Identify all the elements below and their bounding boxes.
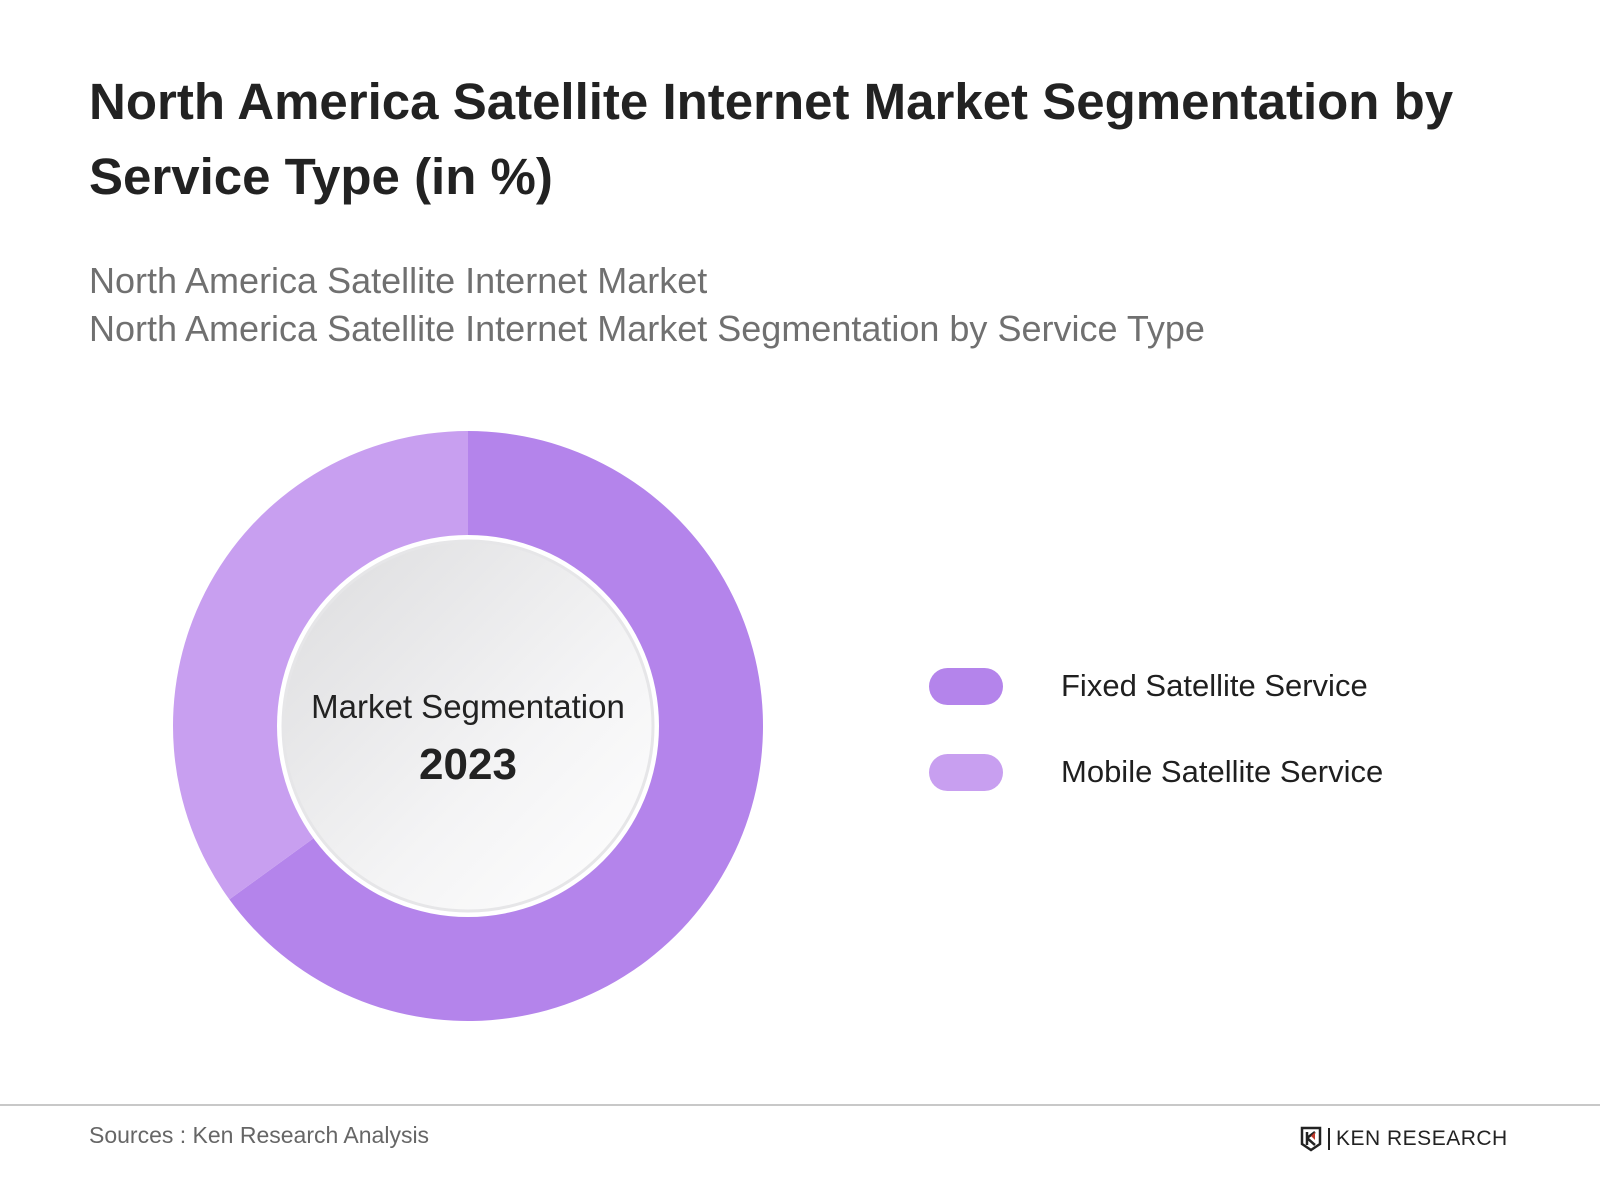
ken-research-logo: KEN RESEARCH — [1300, 1126, 1508, 1152]
legend-swatch — [929, 753, 1003, 791]
footer-divider — [0, 1104, 1600, 1106]
subtitle-line-1: North America Satellite Internet Market — [89, 260, 708, 301]
logo-divider — [1328, 1128, 1330, 1150]
subtitle-line-2: North America Satellite Internet Market … — [89, 308, 1205, 349]
legend-item-fixed: Fixed Satellite Service — [929, 666, 1368, 706]
source-note: Sources : Ken Research Analysis — [89, 1122, 430, 1148]
logo-text: KEN RESEARCH — [1336, 1127, 1508, 1150]
donut-hole — [281, 539, 655, 913]
center-value: 2023 — [419, 740, 517, 789]
legend-item-mobile: Mobile Satellite Service — [929, 752, 1383, 792]
legend-label: Fixed Satellite Service — [1061, 668, 1368, 703]
logo-shield-icon — [1300, 1126, 1322, 1152]
legend-swatch — [929, 667, 1003, 705]
chart-title: North America Satellite Internet Market … — [89, 73, 1454, 205]
center-label: Market Segmentation — [311, 688, 625, 725]
legend-label: Mobile Satellite Service — [1061, 754, 1384, 789]
